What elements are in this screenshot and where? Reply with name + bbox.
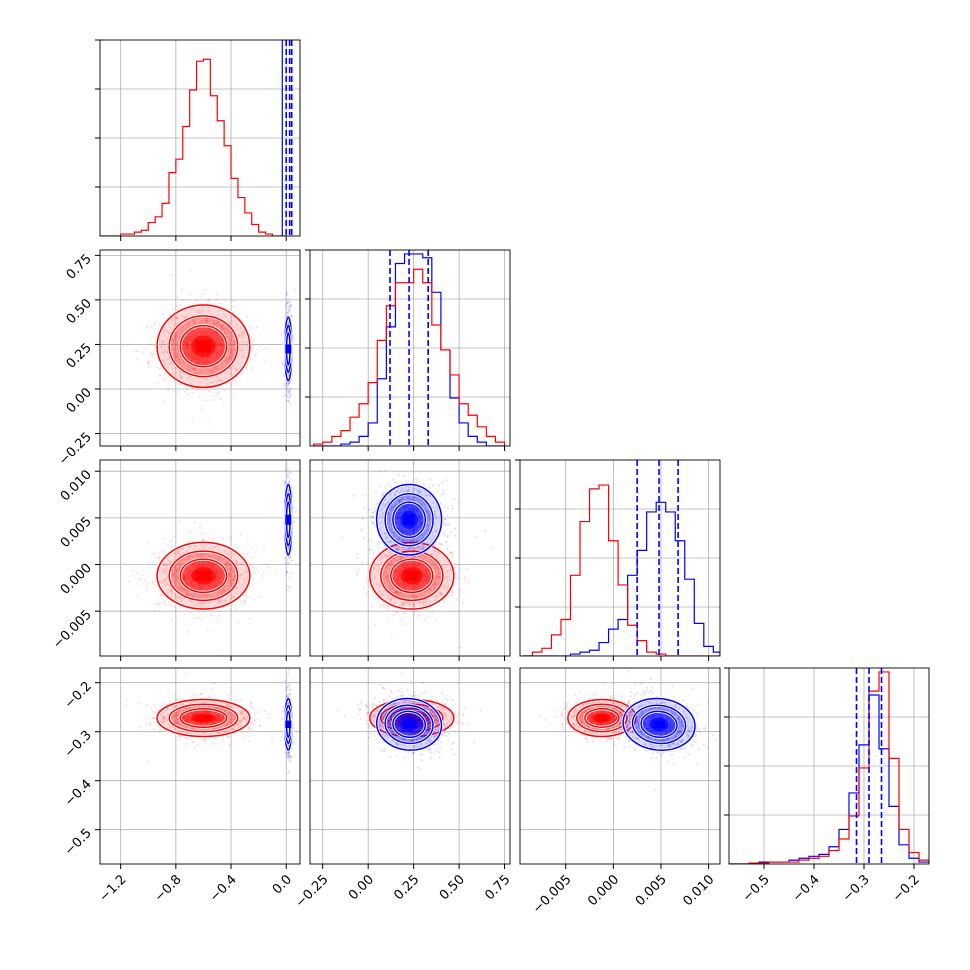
- contour-blue-1: [384, 704, 434, 745]
- tick-label-y: 0.000: [58, 561, 95, 598]
- histogram-red-p2: [522, 484, 720, 656]
- density-peak: [195, 340, 212, 353]
- panel-p1-p3: [309, 667, 511, 869]
- tick-label-x: −0.4: [790, 872, 823, 905]
- panel-p2-p3: [519, 667, 721, 869]
- tick-label-y: −0.005: [50, 607, 95, 652]
- tick-label-x: −0.3: [840, 872, 873, 905]
- contour-red-0: [156, 541, 251, 610]
- tick-label-y: −0.5: [62, 826, 95, 859]
- tick-label-x: 0.005: [633, 872, 670, 909]
- panel-p0-p0: [95, 39, 301, 241]
- panel-p0-p2: [95, 459, 301, 661]
- contour-red-0: [156, 698, 251, 738]
- tick-label-x: 0.010: [680, 872, 717, 909]
- contour-blue-2: [640, 710, 678, 739]
- contour-red-2: [584, 707, 620, 728]
- histogram-red-p1: [313, 268, 506, 446]
- density-peak: [403, 514, 415, 525]
- panel-p0-p1: [95, 249, 301, 451]
- density-peak: [596, 714, 608, 721]
- panel-frame: [519, 667, 721, 865]
- density-peak: [403, 720, 415, 729]
- contour-blue-0: [622, 697, 696, 751]
- panel-frame: [99, 667, 301, 865]
- tick-label-x: −0.25: [293, 872, 332, 911]
- contour-red-1: [380, 550, 444, 602]
- tick-label-x: −0.8: [152, 872, 185, 905]
- tick-label-y: −0.25: [56, 430, 95, 469]
- panel-p2-p2: [515, 459, 721, 661]
- histogram-blue-p2: [522, 501, 720, 656]
- tick-label-x: 0.000: [585, 872, 622, 909]
- contour-red-1: [168, 703, 239, 733]
- tick-label-x: −0.005: [530, 872, 575, 917]
- tick-label-y: 0.010: [58, 467, 95, 504]
- tick-label-y: 0.50: [64, 296, 95, 327]
- panel-p0-p3: [95, 667, 301, 869]
- contour-red-0: [369, 541, 455, 610]
- tick-label-x: −0.5: [740, 872, 773, 905]
- tick-label-y: 0.25: [64, 341, 95, 372]
- histogram-red-p0: [100, 58, 287, 236]
- tick-label-x: −0.4: [207, 872, 240, 905]
- contour-red-0: [567, 698, 637, 738]
- contour-blue-0: [375, 697, 443, 751]
- contour-red-1: [576, 703, 628, 733]
- contour-blue-2: [392, 710, 427, 739]
- tick-label-x: 0.75: [482, 872, 513, 903]
- density-peak: [653, 720, 666, 729]
- histogram-red-p3: [729, 671, 929, 864]
- tick-label-x: −0.2: [890, 872, 923, 905]
- panel-frame: [99, 459, 301, 657]
- tick-label-x: 0.25: [391, 872, 422, 903]
- tick-label-x: 0.50: [437, 872, 468, 903]
- density-peak: [285, 514, 292, 525]
- tick-label-y: 0.00: [64, 385, 95, 416]
- contour-blue-1: [384, 492, 434, 547]
- panel-frame: [309, 459, 511, 657]
- tick-label-y: −0.4: [62, 777, 95, 810]
- density-peak: [195, 570, 212, 581]
- contour-red-1: [168, 315, 239, 378]
- tick-label-x: 0.0: [270, 872, 295, 897]
- contour-red-0: [156, 304, 251, 389]
- panel-p3-p3: [724, 667, 930, 869]
- tick-label-y: −0.3: [62, 728, 95, 761]
- contour-blue-0: [375, 483, 443, 556]
- density-peak: [285, 720, 292, 729]
- contour-blue-1: [631, 704, 687, 745]
- tick-label-y: −0.2: [62, 679, 95, 712]
- contour-red-2: [179, 324, 228, 368]
- contour-red-1: [168, 550, 239, 602]
- panel-p1-p1: [305, 249, 511, 451]
- density-peak: [195, 714, 212, 721]
- density-peak: [404, 570, 419, 581]
- tick-label-x: −1.2: [97, 872, 130, 905]
- tick-label-x: 0.00: [346, 872, 377, 903]
- tick-label-y: 0.75: [64, 252, 95, 283]
- panel-p1-p2: [309, 459, 511, 661]
- density-peak: [285, 344, 292, 354]
- tick-label-y: 0.005: [58, 514, 95, 551]
- panel-frame: [99, 249, 301, 447]
- contour-red-2: [179, 558, 228, 594]
- contour-red-2: [390, 558, 434, 594]
- panel-frame: [309, 667, 511, 865]
- contour-red-2: [179, 707, 228, 728]
- contour-blue-2: [392, 501, 427, 539]
